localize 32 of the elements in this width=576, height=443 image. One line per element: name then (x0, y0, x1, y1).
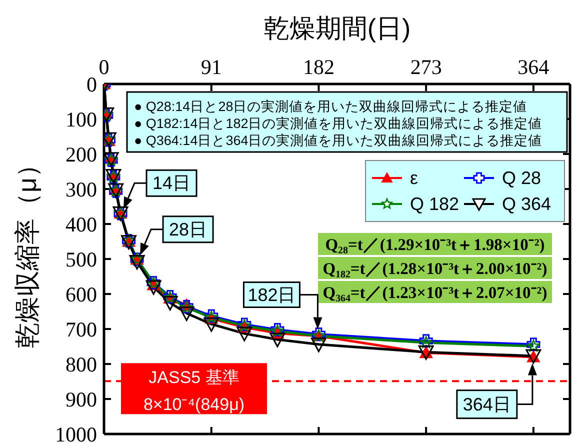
legend-label: Q 182 (410, 194, 460, 214)
y-tick-label: 400 (66, 212, 97, 236)
y-tick-label: 0 (86, 72, 97, 96)
annotation: ● Q28:14日と28日の実測値を用いた双曲線回帰式による推定値 (134, 98, 528, 114)
y-tick-label: 500 (66, 247, 97, 272)
y-tick-label: 900 (66, 387, 97, 412)
annotation: 14日 (152, 173, 191, 194)
x-axis-title: 乾燥期間(日) (263, 13, 411, 43)
y-tick-label: 600 (66, 282, 97, 306)
x-tick-label: 364 (518, 55, 550, 79)
y-tick-label: 300 (66, 177, 97, 202)
annotation: 182日 (248, 284, 296, 305)
y-tick-label: 1000 (55, 422, 97, 443)
y-tick-label: 200 (66, 142, 97, 166)
annotation: ● Q182:14日と182日の実測値を用いた双曲線回帰式による推定値 (134, 116, 542, 130)
ref-line-label: JASS5 基準 8×10⁻⁴(849μ) (143, 368, 245, 414)
annotation: ● Q364:14日と364日の実測値を用いた双曲線回帰式による推定値 (134, 132, 542, 148)
annotation: Q₂₈=t／(1.29×10⁻³t＋1.98×10⁻²) (325, 234, 545, 254)
y-tick-label: 700 (66, 317, 97, 342)
x-tick-label: 182 (302, 55, 334, 79)
annotation: 364日 (462, 394, 511, 414)
x-tick-label: 91 (200, 55, 222, 79)
legend-label: Q 28 (502, 168, 542, 188)
legend-label: ε (410, 168, 418, 188)
annotation: Q₃₆₄=t／(1.23×10⁻³t＋2.07×10⁻²) (322, 282, 548, 302)
y-tick-label: 800 (66, 352, 97, 376)
annotation: Q₁₈₂=t／(1.28×10⁻³t＋2.00×10⁻²) (322, 258, 548, 278)
x-tick-label: 273 (410, 55, 442, 79)
y-tick-label: 100 (66, 107, 97, 132)
legend-label: Q 364 (502, 194, 552, 214)
y-axis-title: 乾燥収縮率（μ） (12, 152, 42, 348)
annotation: 28日 (169, 219, 208, 240)
